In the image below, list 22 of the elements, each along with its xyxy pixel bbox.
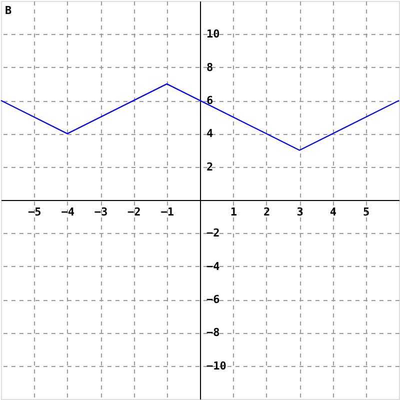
y-tick-label: 8: [206, 60, 214, 74]
x-tick-label: 2: [264, 206, 270, 218]
x-tick-label: 5: [363, 206, 370, 218]
line-series: [0, 83, 400, 151]
y-tick-label: 6: [206, 94, 214, 107]
x-tick-label: 3: [296, 206, 304, 218]
y-tick-label: −2: [206, 226, 220, 240]
y-tick-label: −6: [206, 293, 220, 306]
chart-title: B: [5, 4, 12, 17]
y-tick-label: −10: [206, 359, 226, 372]
x-tick-label: 1: [230, 206, 238, 218]
y-tick-label: −8: [206, 326, 220, 340]
y-tick-label: 10: [206, 28, 220, 41]
x-tick-label: −2: [128, 206, 141, 218]
y-tick-label: 4: [206, 127, 214, 140]
y-tick-label: −4: [206, 260, 220, 273]
x-tick-label: −3: [94, 206, 108, 218]
x-tick-label: −5: [28, 206, 42, 218]
y-tick-label: 2: [206, 160, 214, 174]
x-tick-label: −4: [61, 206, 75, 218]
x-tick-label: −1: [160, 206, 174, 218]
x-tick-label: 4: [330, 206, 337, 218]
